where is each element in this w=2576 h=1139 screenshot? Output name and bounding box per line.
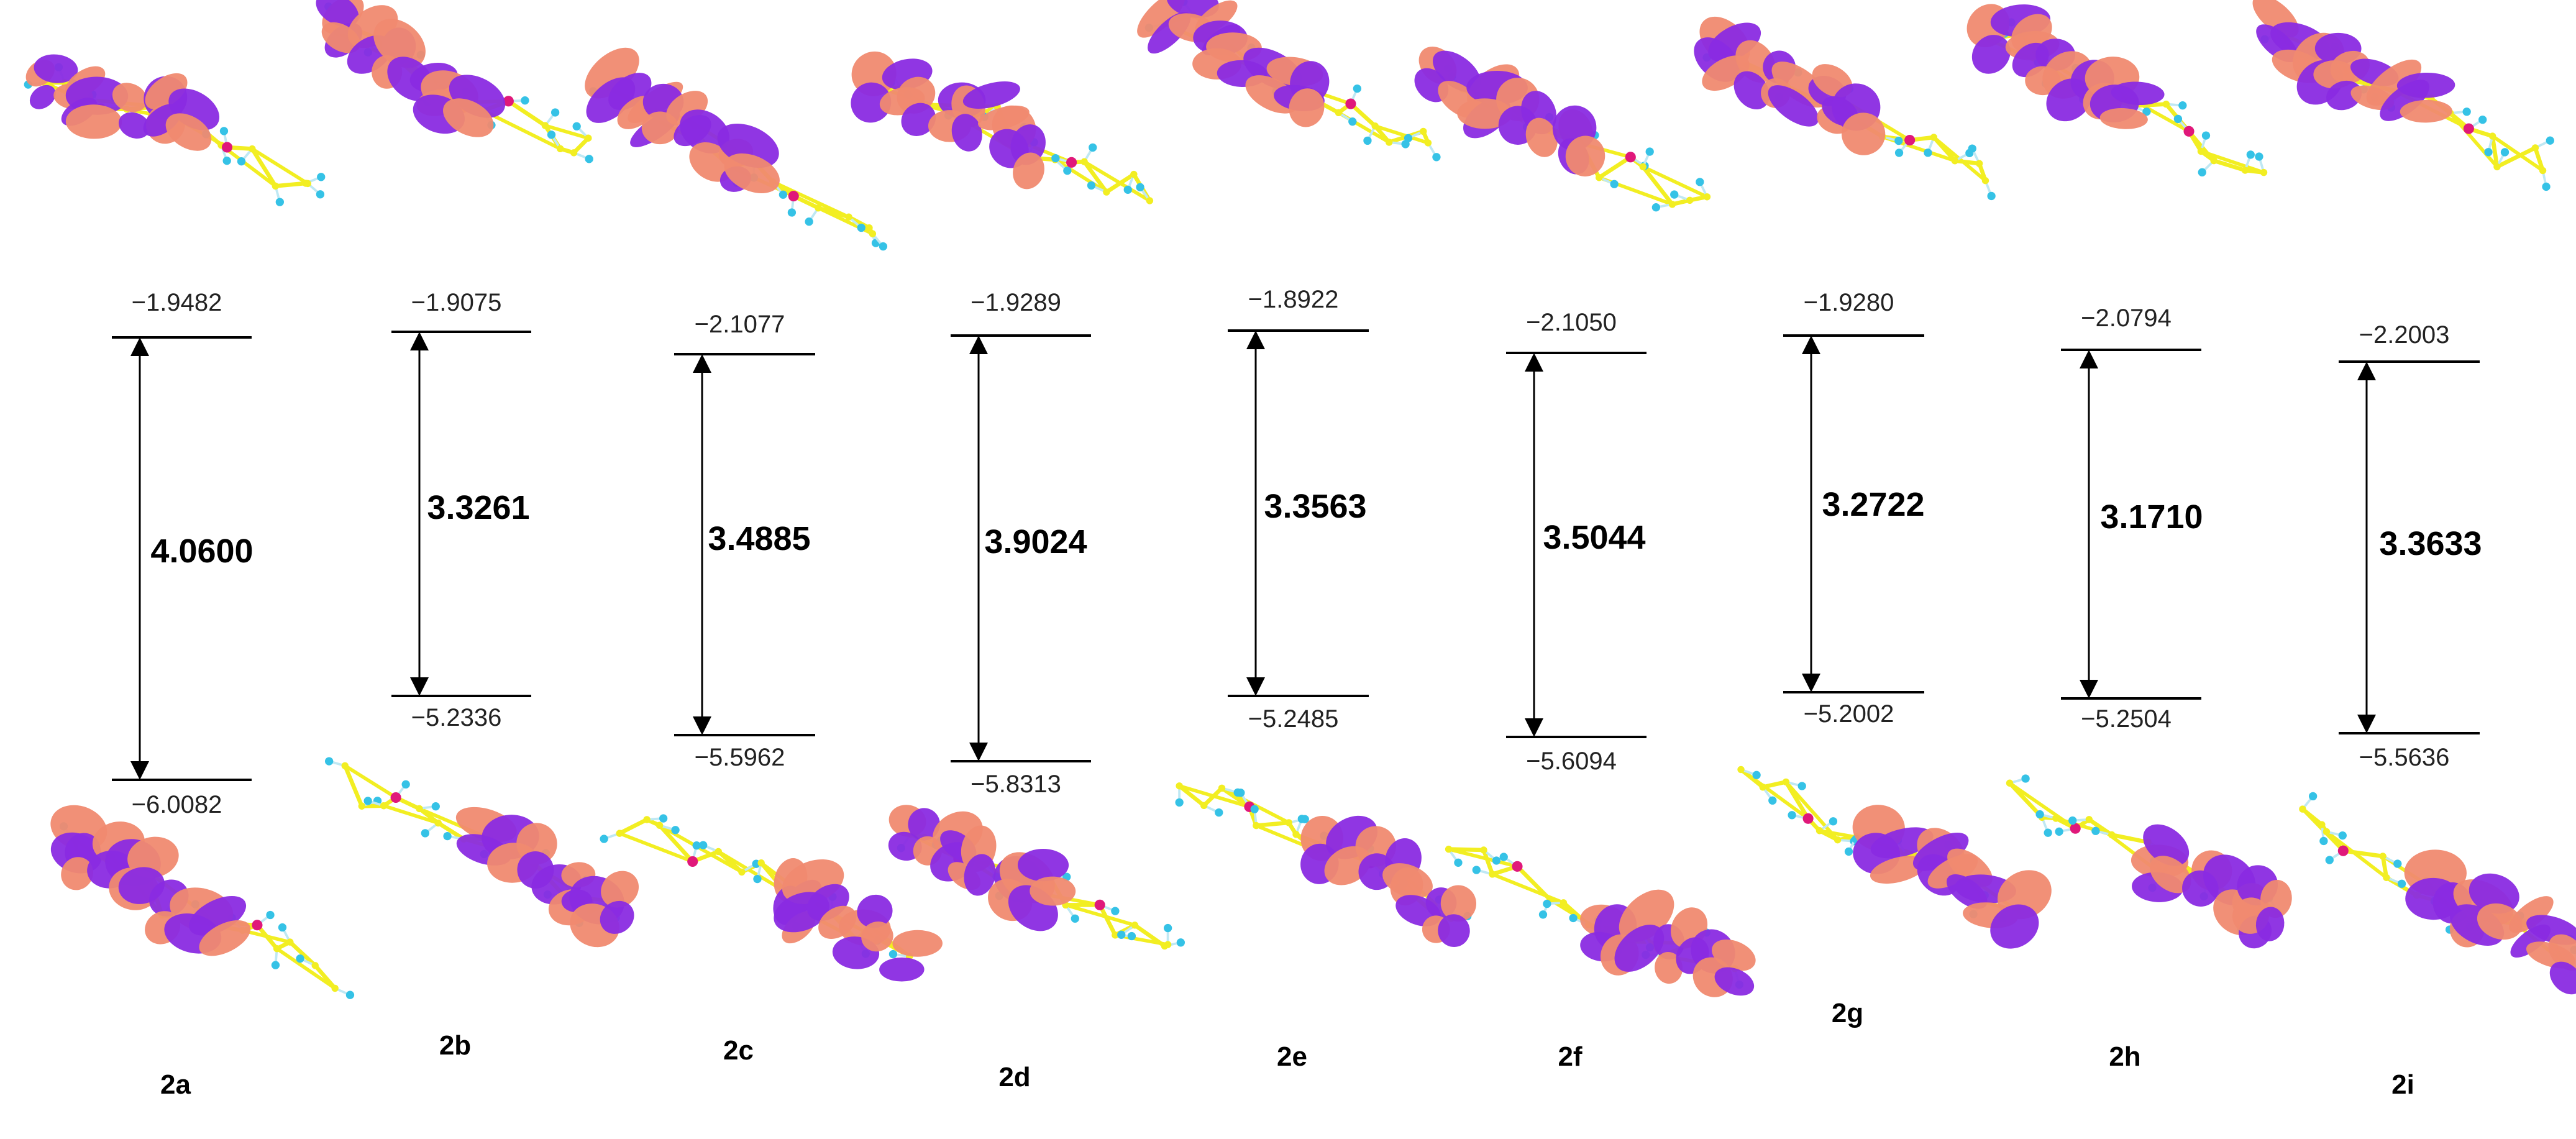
energy-gap-value: 3.2722 — [1822, 486, 1924, 523]
lumo-energy-label: −2.2003 — [2359, 321, 2450, 349]
energy-gap-value: 3.4885 — [708, 520, 810, 557]
compound-label: 2d — [998, 1062, 1030, 1092]
homo-energy-label: −5.8313 — [971, 771, 1061, 798]
compound-column-2d: −1.9289 −5.8313 3.9024 2d — [851, 51, 1185, 1092]
lumo-orbital-image — [1137, 0, 1441, 162]
energy-gap-value: 3.1710 — [2100, 498, 2203, 536]
compound-column-2a: −1.9482 −6.0082 4.0600 2a — [24, 54, 355, 1100]
homo-orbital-image — [1737, 766, 2052, 949]
energy-gap-value: 3.5044 — [1543, 519, 1645, 556]
lumo-orbital-image — [1694, 16, 1996, 201]
homo-orbital-image — [1175, 782, 1477, 948]
compound-column-2f: −2.1050 −5.6094 3.5044 2f — [1414, 47, 1756, 1072]
compound-column-2b: −1.9075 −5.2336 3.3261 2b — [316, 0, 639, 1061]
homo-energy-label: −5.6094 — [1526, 748, 1617, 775]
energy-gap-value: 3.9024 — [984, 523, 1087, 560]
lumo-energy-label: −2.1077 — [695, 311, 785, 338]
compound-label: 2f — [1558, 1041, 1582, 1072]
lumo-energy-label: −1.9482 — [132, 289, 222, 316]
homo-energy-label: −6.0082 — [132, 791, 222, 818]
compound-label: 2h — [2109, 1041, 2140, 1072]
compound-label: 2b — [439, 1030, 471, 1061]
homo-energy-label: −5.2485 — [1248, 705, 1339, 733]
compound-column-2i: −2.2003 −5.5636 3.3633 2i — [2252, 0, 2576, 1100]
homo-orbital-image — [600, 814, 943, 982]
homo-energy-label: −5.2002 — [1804, 700, 1894, 728]
lumo-orbital-image — [1966, 4, 2268, 176]
lumo-energy-label: −1.9289 — [971, 289, 1061, 316]
lumo-energy-label: −2.0794 — [2081, 304, 2172, 332]
homo-energy-label: −5.2504 — [2081, 705, 2172, 733]
compound-column-2g: −1.9280 −5.2002 3.2722 2g — [1694, 16, 2052, 1028]
homo-energy-label: −5.5962 — [695, 744, 785, 771]
homo-energy-label: −5.5636 — [2359, 744, 2450, 771]
homo-orbital-image — [324, 757, 639, 948]
compound-label: 2e — [1277, 1041, 1307, 1072]
energy-gap-value: 3.3633 — [2379, 525, 2482, 562]
homo-orbital-image — [888, 805, 1185, 950]
lumo-energy-label: −1.9075 — [411, 289, 502, 316]
lumo-orbital-image — [851, 51, 1154, 204]
energy-gap-value: 3.3261 — [427, 489, 529, 526]
lumo-orbital-image — [2252, 0, 2554, 191]
energy-gap-value: 3.3563 — [1264, 488, 1366, 525]
lumo-orbital-image — [24, 54, 326, 206]
compound-label: 2i — [2391, 1069, 2414, 1100]
lumo-energy-label: −2.1050 — [1526, 309, 1617, 336]
compound-column-2e: −1.8922 −5.2485 3.3563 2e — [1137, 0, 1477, 1072]
homo-energy-label: −5.2336 — [411, 704, 502, 731]
compound-label: 2c — [723, 1035, 754, 1066]
energy-gap-value: 4.0600 — [150, 533, 253, 570]
compound-column-2h: −2.0794 −5.2504 3.1710 2h — [1966, 4, 2292, 1072]
homo-orbital-image — [2299, 792, 2576, 995]
compound-label: 2g — [1832, 998, 1863, 1028]
homo-orbital-image — [2006, 774, 2292, 949]
lumo-orbital-image — [585, 47, 888, 251]
homo-orbital-image — [1445, 845, 1756, 997]
compound-label: 2a — [160, 1069, 191, 1100]
lumo-orbital-image — [1414, 47, 1711, 212]
lumo-orbital-image — [316, 0, 593, 163]
lumo-energy-label: −1.8922 — [1248, 286, 1339, 313]
homo-orbital-image — [50, 805, 355, 999]
lumo-energy-label: −1.9280 — [1804, 289, 1894, 316]
compound-column-2c: −2.1077 −5.5962 3.4885 2c — [585, 47, 943, 1066]
